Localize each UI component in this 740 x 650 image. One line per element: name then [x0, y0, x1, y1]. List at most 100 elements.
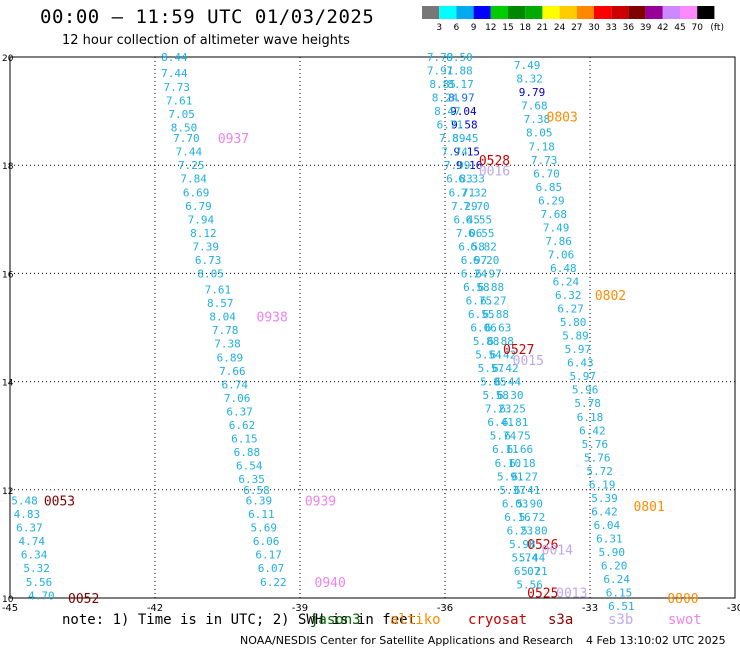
data-point-label: 5.76	[584, 451, 611, 464]
colorbar-unit: (ft)	[710, 23, 724, 33]
data-point-label: 6.29	[538, 194, 565, 207]
data-point-label: 6.51	[608, 600, 635, 613]
colorbar-swatch	[611, 6, 629, 19]
data-point-label: 6.42	[579, 424, 606, 437]
data-point-label: 4.74	[19, 535, 46, 548]
legend-satellite: s3a	[548, 612, 574, 628]
colorbar-swatch	[645, 6, 663, 19]
data-point-label: 6.79	[185, 200, 212, 213]
colorbar-tick-label: 3	[436, 23, 442, 33]
data-point-label: 6.42	[591, 505, 618, 518]
data-point-label: 7.66	[219, 365, 246, 378]
data-point-label: 6.75	[466, 294, 493, 307]
data-point-label: 7.44	[176, 146, 203, 159]
data-point-label: 6.54	[236, 459, 263, 472]
data-point-label: 6.88	[487, 335, 514, 348]
data-point-label: 6.04	[594, 519, 621, 532]
data-point-label: 6.85	[536, 181, 563, 194]
data-point-label: 6.06	[470, 322, 497, 335]
colorbar-tick-label: 27	[571, 23, 582, 33]
x-tick-label: -39	[292, 603, 308, 614]
data-point-label: 8.24	[432, 92, 459, 105]
data-point-label: 7.73	[164, 81, 191, 94]
data-point-label: 7.89	[439, 132, 466, 145]
footer-note: note: 1) Time is in UTC; 2) SWH is in fe…	[62, 612, 417, 628]
track-time-label: 0940	[315, 576, 346, 591]
track-time-label: 0527	[503, 343, 534, 358]
colorbar-tick-label: 21	[537, 23, 548, 33]
colorbar-tick-label: 39	[640, 23, 652, 33]
data-point-label: 7.70	[463, 200, 490, 213]
colorbar-swatch	[525, 6, 543, 19]
y-tick-label: 14	[2, 379, 14, 389]
data-point-label: 6.37	[226, 405, 253, 418]
colorbar-swatch	[697, 6, 715, 19]
data-point-label: 7.32	[461, 186, 488, 199]
data-point-label: 7.88	[446, 65, 473, 78]
data-point-label: 6.11	[492, 443, 519, 456]
legend-satellite: s3b	[608, 612, 634, 628]
colorbar-swatch	[628, 6, 646, 19]
footer-timestamp: 4 Feb 13:10:02 UTC 2025	[586, 634, 726, 647]
colorbar-swatch	[594, 6, 612, 19]
data-point-label: 6.24	[603, 573, 630, 586]
data-point-label: 6.74	[222, 378, 249, 391]
data-point-label: 7.23	[485, 403, 512, 416]
data-point-label: 5.58	[483, 389, 510, 402]
data-point-label: 6.22	[260, 576, 287, 589]
data-point-label: 6.34	[21, 549, 48, 562]
track-time-label: 0052	[68, 592, 99, 607]
colorbar-swatch	[680, 6, 698, 19]
data-point-label: 5.72	[519, 511, 546, 524]
data-point-label: 8.12	[190, 227, 217, 240]
data-point-label: 6.30	[497, 389, 524, 402]
legend-satellite: jason3	[310, 612, 361, 628]
data-point-label: 5.78	[574, 397, 601, 410]
data-point-label: 7.38	[524, 113, 551, 126]
data-point-label: 5.39	[591, 492, 618, 505]
track-time-label: 0016	[479, 165, 510, 180]
data-point-label: 7.99	[444, 159, 471, 172]
data-point-label: 6.97	[475, 267, 502, 280]
legend-satellite: swot	[668, 612, 702, 628]
colorbar-tick-label: 18	[519, 23, 531, 33]
data-point-label: 7.49	[514, 59, 541, 72]
data-point-label: 7.06	[224, 392, 251, 405]
data-point-label: 6.71	[437, 119, 464, 132]
data-point-label: 6.69	[183, 186, 210, 199]
data-point-label: 6.70	[533, 167, 560, 180]
data-point-label: 7.79	[427, 51, 454, 64]
data-point-label: 5.96	[572, 384, 599, 397]
data-point-label: 6.42	[490, 349, 517, 362]
track-time-label: 0015	[513, 354, 544, 369]
data-point-label: 7.94	[188, 213, 215, 226]
data-point-label: 7.05	[168, 108, 195, 121]
track-time-label: 0013	[556, 587, 587, 602]
track-time-label: 0525	[527, 587, 558, 602]
colorbar-tick-label: 24	[554, 23, 566, 33]
data-point-label: 6.73	[195, 254, 222, 267]
colorbar-tick-label: 12	[485, 23, 496, 33]
y-tick-label: 18	[2, 162, 14, 172]
data-point-label: 6.24	[553, 276, 580, 289]
data-point-label: 6.55	[468, 227, 495, 240]
data-point-label: 6.62	[229, 419, 256, 432]
data-point-label: 4.83	[14, 508, 41, 521]
colorbar-tick-label: 30	[588, 23, 600, 33]
data-point-label: 8.45	[452, 132, 479, 145]
data-point-label: 8.50	[446, 51, 473, 64]
track-time-label: 0801	[634, 500, 665, 515]
data-point-label: 7.18	[528, 140, 555, 153]
data-point-label: 6.19	[589, 478, 616, 491]
colorbar-tick-label: 9	[471, 23, 477, 33]
colorbar-tick-label: 6	[454, 23, 460, 33]
data-point-label: 5.69	[251, 522, 278, 535]
x-tick-label: -42	[147, 603, 163, 614]
colorbar-swatch	[542, 6, 560, 19]
data-point-label: 5.57	[478, 362, 505, 375]
colorbar-tick-label: 15	[502, 23, 513, 33]
data-point-label: 5.56	[26, 576, 53, 589]
data-point-label: 5.72	[586, 465, 613, 478]
colorbar-swatch	[439, 6, 457, 19]
data-point-label: 6.88	[234, 446, 261, 459]
